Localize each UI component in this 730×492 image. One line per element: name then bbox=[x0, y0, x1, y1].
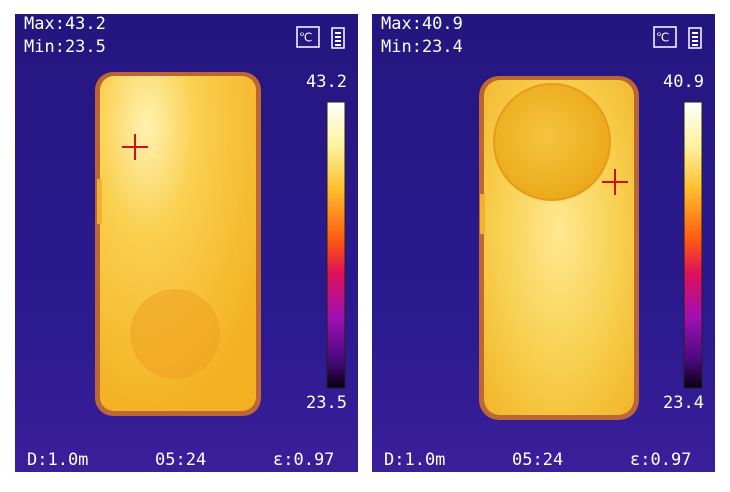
warm-spot bbox=[130, 289, 220, 379]
thermal-panel: ℃ Max:40.9 Min:23.4 40.9 23.4 D:1.0m 05:24 ε:0.… bbox=[372, 14, 715, 472]
min-temp: Min:23.5 bbox=[24, 37, 106, 57]
time: 05:24 bbox=[155, 450, 206, 470]
distance: D:1.0m bbox=[384, 450, 445, 470]
thermal-panel: ℃ Max:43.2 Min:23.5 43.2 23.5 D:1.0m 05:24 ε:0.… bbox=[15, 14, 358, 472]
camera-module bbox=[493, 83, 611, 201]
side-button bbox=[480, 194, 485, 234]
min-temp: Min:23.4 bbox=[381, 37, 463, 57]
emissivity: ε:0.97 bbox=[273, 450, 334, 470]
battery-icon bbox=[688, 27, 702, 49]
crosshair bbox=[122, 134, 148, 160]
unit-icon-glyph: ℃ bbox=[656, 31, 669, 45]
scale-max: 43.2 bbox=[306, 72, 347, 92]
color-scale bbox=[326, 101, 346, 389]
battery-level bbox=[335, 32, 341, 46]
scale-min: 23.5 bbox=[306, 393, 347, 413]
scale-min: 23.4 bbox=[663, 393, 704, 413]
crosshair bbox=[602, 169, 628, 195]
time: 05:24 bbox=[512, 450, 563, 470]
distance: D:1.0m bbox=[27, 450, 88, 470]
emissivity: ε:0.97 bbox=[630, 450, 691, 470]
unit-icon bbox=[653, 26, 677, 48]
unit-icon-glyph: ℃ bbox=[299, 31, 312, 45]
max-temp: Max:43.2 bbox=[24, 14, 106, 34]
scale-max: 40.9 bbox=[663, 72, 704, 92]
unit-icon bbox=[296, 26, 320, 48]
max-temp: Max:40.9 bbox=[381, 14, 463, 34]
battery-icon bbox=[331, 27, 345, 49]
color-scale bbox=[683, 101, 703, 389]
battery-level bbox=[692, 32, 698, 46]
side-button bbox=[97, 179, 102, 224]
